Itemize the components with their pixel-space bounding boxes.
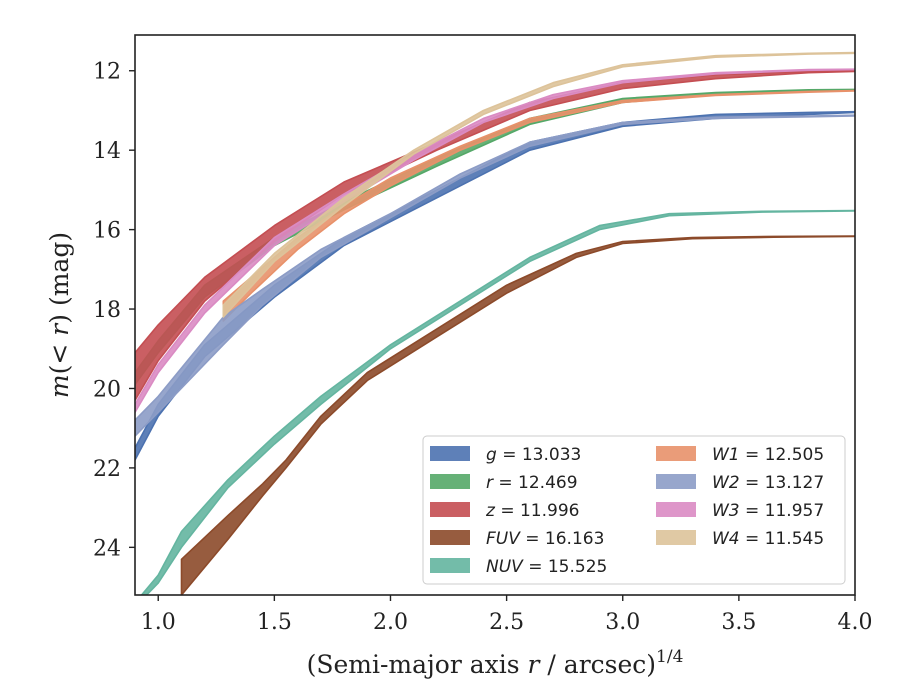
legend-label-g: g = 13.033 <box>486 445 581 465</box>
y-tick-label: 12 <box>93 60 121 85</box>
legend-swatch-w2 <box>656 474 696 489</box>
series-bands <box>135 51 855 595</box>
series-band-w4 <box>222 51 855 318</box>
legend-swatch-g <box>430 446 470 461</box>
y-axis: 12 14 16 18 20 22 24 <box>93 60 135 561</box>
series-band-w1 <box>222 89 855 322</box>
series-band-w3 <box>135 68 855 414</box>
x-tick-label: 3.5 <box>721 610 756 635</box>
plot-frame <box>134 34 856 596</box>
series-band-nuv <box>140 209 855 595</box>
legend-label-nuv: NUV = 15.525 <box>486 557 607 577</box>
x-tick-label: 2.5 <box>489 610 524 635</box>
series-band-fuv <box>180 235 855 595</box>
legend-swatch-w4 <box>656 530 696 545</box>
y-tick-label: 20 <box>93 377 121 402</box>
legend-label-fuv: FUV = 16.163 <box>486 529 604 549</box>
legend-label-z: z = 11.996 <box>485 501 579 521</box>
legend-swatch-w1 <box>656 446 696 461</box>
y-tick-label: 14 <box>93 139 121 164</box>
y-tick-label: 24 <box>93 536 121 561</box>
legend-label-r: r = 12.469 <box>486 473 578 493</box>
x-axis-title: (Semi-major axis r / arcsec)1/4 <box>307 647 684 679</box>
legend-swatch-nuv <box>430 558 470 573</box>
legend-swatch-r <box>430 474 470 489</box>
series-band-w2 <box>135 114 855 437</box>
y-tick-label: 22 <box>93 457 121 482</box>
legend: g = 13.033 r = 12.469 z = 11.996 FUV = 16.1… <box>422 435 846 585</box>
x-axis: 1.0 1.5 2.0 2.5 3.0 3.5 4.0 <box>141 595 873 635</box>
y-tick-label: 18 <box>93 298 121 323</box>
legend-swatch-w3 <box>656 502 696 517</box>
legend-swatch-fuv <box>430 530 470 545</box>
x-tick-label: 3.0 <box>605 610 640 635</box>
legend-swatch-z <box>430 502 470 517</box>
legend-label-w2: W2 = 13.127 <box>712 473 824 493</box>
x-tick-label: 2.0 <box>373 610 408 635</box>
x-tick-label: 4.0 <box>838 610 873 635</box>
legend-label-w3: W3 = 11.957 <box>712 501 824 521</box>
y-axis-title: m(< r) (mag) <box>45 232 74 398</box>
legend-label-w4: W4 = 11.545 <box>712 529 824 549</box>
legend-box <box>422 435 846 585</box>
x-tick-label: 1.0 <box>141 610 176 635</box>
x-tick-label: 1.5 <box>257 610 292 635</box>
y-tick-label: 16 <box>93 219 121 244</box>
legend-label-w1: W1 = 12.505 <box>712 445 824 465</box>
